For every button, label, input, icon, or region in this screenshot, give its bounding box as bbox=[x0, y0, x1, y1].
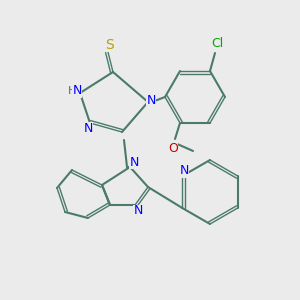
Text: N: N bbox=[146, 94, 156, 106]
Text: N: N bbox=[180, 164, 189, 178]
Text: Cl: Cl bbox=[211, 37, 223, 50]
Text: N: N bbox=[83, 122, 93, 134]
Text: N: N bbox=[72, 85, 82, 98]
Text: S: S bbox=[106, 38, 114, 52]
Text: N: N bbox=[129, 155, 139, 169]
Text: O: O bbox=[168, 142, 178, 155]
Text: H: H bbox=[68, 86, 76, 96]
Text: N: N bbox=[133, 205, 143, 218]
